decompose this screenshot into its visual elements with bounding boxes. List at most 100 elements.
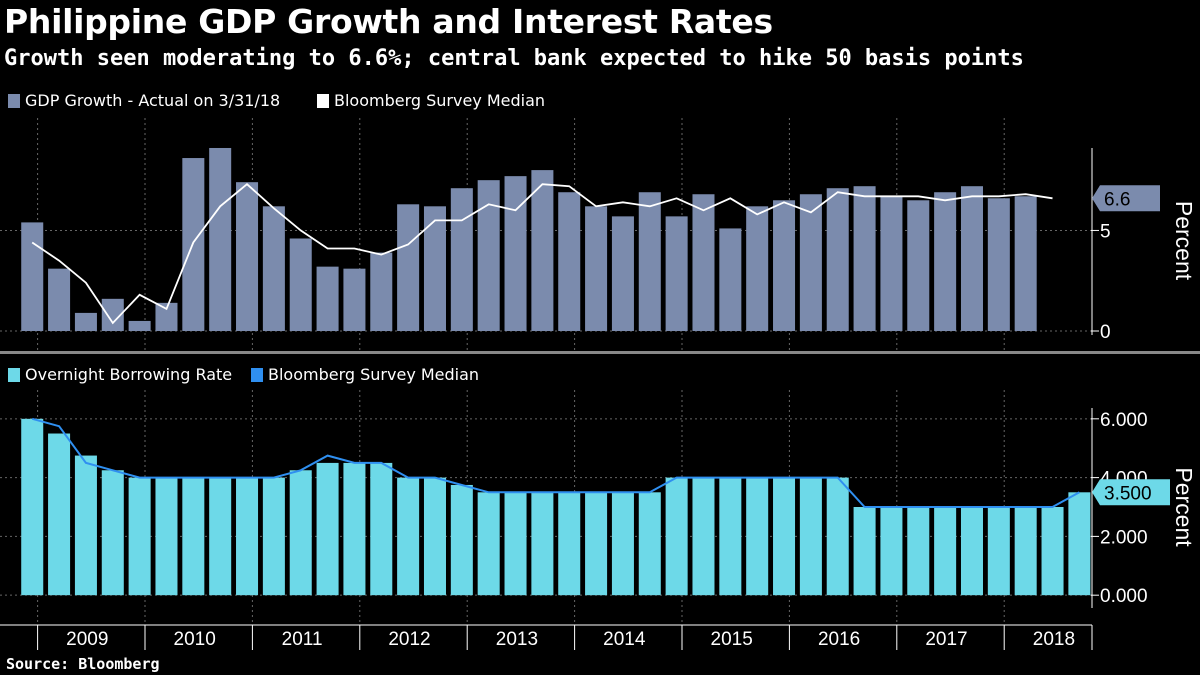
bar [236, 477, 259, 596]
bar [209, 147, 232, 331]
legend-label: Bloomberg Survey Median [334, 91, 545, 110]
chart-title: Philippine GDP Growth and Interest Rates [4, 2, 773, 41]
bar [960, 507, 983, 596]
value-callout [1092, 479, 1170, 506]
bar [397, 477, 420, 596]
bar [558, 192, 581, 331]
bar [450, 484, 473, 596]
bar [101, 470, 124, 596]
bar [987, 198, 1010, 331]
bar [370, 252, 393, 331]
xtick-label: 2012 [388, 629, 430, 650]
bar [477, 180, 500, 331]
bar [692, 194, 715, 331]
bar [423, 206, 446, 331]
value-callout-label: 3.500 [1104, 483, 1152, 504]
bar [262, 477, 285, 596]
bar [397, 204, 420, 331]
bar [987, 507, 1010, 596]
bar [638, 492, 661, 596]
median-line [31, 183, 1053, 325]
xtick-label: 2013 [496, 629, 538, 650]
bar [262, 206, 285, 331]
bar [719, 228, 742, 331]
bar [611, 216, 634, 331]
gdp-median-line [31, 183, 1053, 325]
bar [558, 492, 581, 596]
bar [370, 462, 393, 596]
bar [423, 477, 446, 596]
legend-swatch [251, 368, 263, 382]
bar [450, 188, 473, 331]
bar [611, 492, 634, 596]
bar [585, 206, 608, 331]
value-callout-label: 6.6 [1104, 189, 1130, 210]
bar [289, 238, 312, 331]
ytick-label: 6.000 [1100, 410, 1148, 431]
bar [880, 507, 903, 596]
ytick-label: 5 [1100, 221, 1111, 242]
xtick-label: 2011 [282, 629, 323, 650]
bar [316, 462, 339, 596]
legend-label: Overnight Borrowing Rate [25, 365, 232, 384]
bar [585, 492, 608, 596]
xtick-label: 2016 [818, 629, 860, 650]
bar [236, 182, 259, 331]
median-line [31, 417, 1080, 508]
bar [826, 188, 849, 331]
bar [665, 216, 688, 331]
ytick-label: 0 [1100, 322, 1111, 343]
bar [316, 266, 339, 331]
y-axis-title: Percent [1171, 467, 1197, 547]
bar [934, 192, 957, 331]
bar [289, 470, 312, 596]
legend: GDP Growth - Actual on 3/31/18 Bloomberg … [8, 91, 545, 384]
bar [665, 477, 688, 596]
xtick-label: 2010 [174, 629, 216, 650]
bar [21, 222, 44, 331]
bar [504, 176, 527, 331]
bar [477, 492, 500, 596]
bar [719, 477, 742, 596]
bar [155, 477, 178, 596]
bar [531, 492, 554, 596]
source-note: Source: Bloomberg [6, 655, 160, 673]
bar [48, 433, 71, 596]
rate-bars [21, 418, 1091, 596]
bar [343, 268, 366, 331]
bar [74, 455, 97, 596]
legend-label: GDP Growth - Actual on 3/31/18 [25, 91, 280, 110]
bar [21, 418, 44, 596]
xtick-label: 2014 [603, 629, 646, 650]
bar [128, 477, 151, 596]
legend-label: Bloomberg Survey Median [268, 365, 479, 384]
bar [1014, 507, 1037, 596]
bar [1014, 196, 1037, 331]
bar [853, 186, 876, 331]
legend-swatch [317, 94, 329, 108]
bar [746, 206, 769, 331]
gdp-bars [21, 147, 1037, 331]
bar [1041, 507, 1064, 596]
bar [1068, 492, 1091, 596]
y-axis-title: Percent [1171, 201, 1197, 281]
bar [638, 192, 661, 331]
bar [907, 200, 930, 331]
bar [934, 507, 957, 596]
panel-separator [0, 351, 1200, 354]
xtick-label: 2009 [66, 629, 108, 650]
bar [209, 477, 232, 596]
bar [692, 477, 715, 596]
chart-subtitle: Growth seen moderating to 6.6%; central … [4, 46, 1024, 71]
bar [48, 268, 71, 331]
bar [826, 477, 849, 596]
xtick-label: 2015 [711, 629, 753, 650]
rate-median-line [31, 417, 1080, 508]
bar [531, 170, 554, 331]
bar [880, 196, 903, 331]
ytick-label: 2.000 [1100, 527, 1148, 548]
ytick-label: 0.000 [1100, 586, 1148, 607]
bar [907, 507, 930, 596]
axes [0, 148, 1200, 650]
